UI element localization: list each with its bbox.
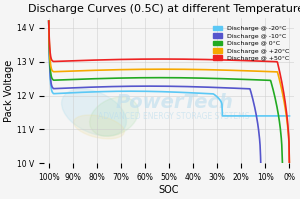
Title: Discharge Curves (0.5C) at different Temperatures: Discharge Curves (0.5C) at different Tem… [28,4,300,14]
Ellipse shape [61,89,126,136]
Y-axis label: Pack Voltage: Pack Voltage [4,60,14,122]
Ellipse shape [74,115,124,139]
Text: ADVANCED ENERGY STORAGE SYSTEMS: ADVANCED ENERGY STORAGE SYSTEMS [98,112,250,121]
Ellipse shape [90,97,138,136]
Legend: Discharge @ -20°C, Discharge @ -10°C, Discharge @ 0°C, Discharge @ +20°C, Discha: Discharge @ -20°C, Discharge @ -10°C, Di… [211,24,291,63]
Text: PowerTech: PowerTech [115,93,233,112]
X-axis label: SOC: SOC [159,185,179,195]
